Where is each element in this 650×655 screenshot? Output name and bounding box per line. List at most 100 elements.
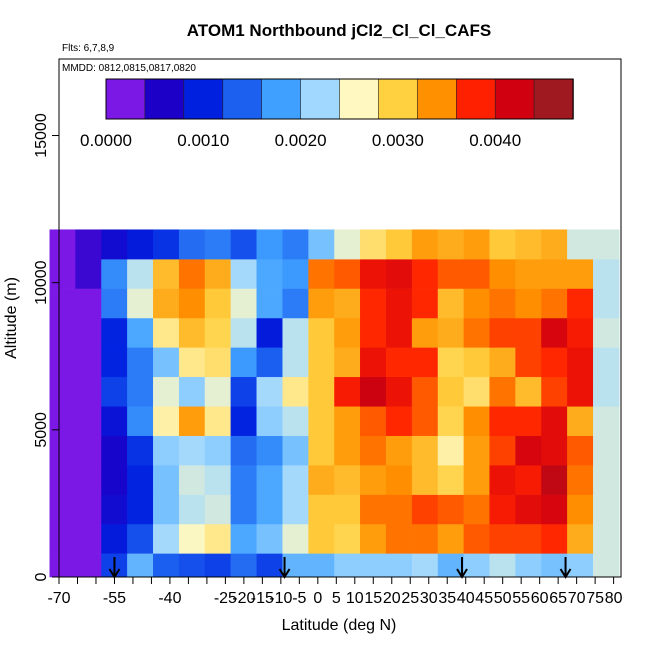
y-tick-label: 15000 [33,113,50,158]
heatmap-cell [101,376,128,407]
heatmap-cell [153,288,180,319]
heatmap-cell [101,317,128,348]
heatmap-cell [593,406,620,436]
heatmap-cell [463,464,491,495]
colorbar-tick-label: 0.0030 [372,131,424,150]
heatmap-cell [593,435,620,466]
heatmap-cell [593,464,620,495]
heatmap-cell [463,553,491,578]
colorbar-segment [416,78,457,120]
heatmap-cell [256,523,283,554]
heatmap-cell [334,347,361,378]
heatmap-cell [541,347,568,378]
heatmap-cell [385,288,413,319]
heatmap-cell [204,553,232,578]
heatmap-cell [49,229,76,260]
heatmap-cell [515,229,542,260]
heatmap-cell [49,435,76,466]
heatmap-cell [230,435,258,466]
heatmap-cell [489,288,516,319]
plot-frame [58,58,622,578]
heatmap-cell [230,229,258,260]
x-tick-label: -70 [47,590,70,607]
heatmap-cell [385,435,413,466]
heatmap-cell [334,523,361,554]
heatmap-cell [437,347,465,378]
heatmap-cell [75,229,102,260]
colorbar-frame [105,78,574,120]
heatmap-cell [153,464,180,495]
heatmap-cell [230,376,258,407]
heatmap-cell [204,494,232,525]
heatmap-cell [567,523,594,554]
heatmap-cell [282,406,309,436]
heatmap-cell [204,288,232,319]
heatmap-cell [463,258,491,289]
heatmap-cell [127,494,154,525]
heatmap-cell [256,376,283,407]
colorbar-segments [105,78,574,120]
heatmap-cell [360,258,387,289]
heatmap-cell [567,435,594,466]
heatmap-cell [256,553,283,578]
heatmap-cell [463,347,491,378]
heatmap-cell [567,288,594,319]
heatmap-cell [334,464,361,495]
heatmap-cell [334,288,361,319]
heatmap-cell [178,523,206,554]
heatmap-cell [463,406,491,436]
heatmap-cell [593,258,620,289]
heatmap-cell [127,288,154,319]
heatmap-cell [360,376,387,407]
heatmap-cell [541,317,568,348]
heatmap-cell [153,317,180,348]
heatmap-cell [75,553,102,578]
x-tick-label: -55 [103,590,126,607]
heatmap-cell [49,347,76,378]
heatmap-cell [101,494,128,525]
y-axis: 0 5000 10000 15000 [33,113,59,581]
heatmap-cell [101,406,128,436]
heatmap-cell [567,229,594,260]
heatmap-cell [178,553,206,578]
heatmap-cell [411,258,439,289]
colorbar-segment [339,78,380,120]
x-tick-label: 60 [531,590,549,607]
heatmap-cell [230,406,258,436]
heatmap-cell [101,229,128,260]
heatmap-cell [567,376,594,407]
heatmap-cell [49,523,76,554]
heatmap-cells [49,229,620,578]
heatmap-cell [282,435,309,466]
y-tick-label: 0 [33,572,50,581]
heatmap-cell [360,229,387,260]
heatmap-cell [567,406,594,436]
heatmap-cell [593,553,620,578]
heatmap-cell [256,258,283,289]
heatmap-cell [127,553,154,578]
x-tick-label: 0 [313,590,322,607]
heatmap-cell [385,229,413,260]
x-tick-label: 55 [512,590,530,607]
x-tick-label: 25 [401,590,419,607]
x-tick-label: 45 [475,590,493,607]
x-tick-label: -15 [251,590,274,607]
heatmap-cell [49,464,76,495]
heatmap-cell [593,288,620,319]
colorbar-segment [533,78,574,120]
heatmap-cell [593,229,620,260]
heatmap-cell [515,435,542,466]
heatmap-cell [515,258,542,289]
heatmap-cell [230,464,258,495]
heatmap-cell [567,317,594,348]
x-tick-label: -20 [232,590,255,607]
heatmap-cell [411,347,439,378]
heatmap-cell [101,347,128,378]
heatmap-cell [437,494,465,525]
heatmap-cell [463,317,491,348]
colorbar-segment [455,78,496,120]
heatmap-cell [75,376,102,407]
heatmap-cell [204,258,232,289]
heatmap-cell [593,494,620,525]
colorbar-segment [222,78,263,120]
